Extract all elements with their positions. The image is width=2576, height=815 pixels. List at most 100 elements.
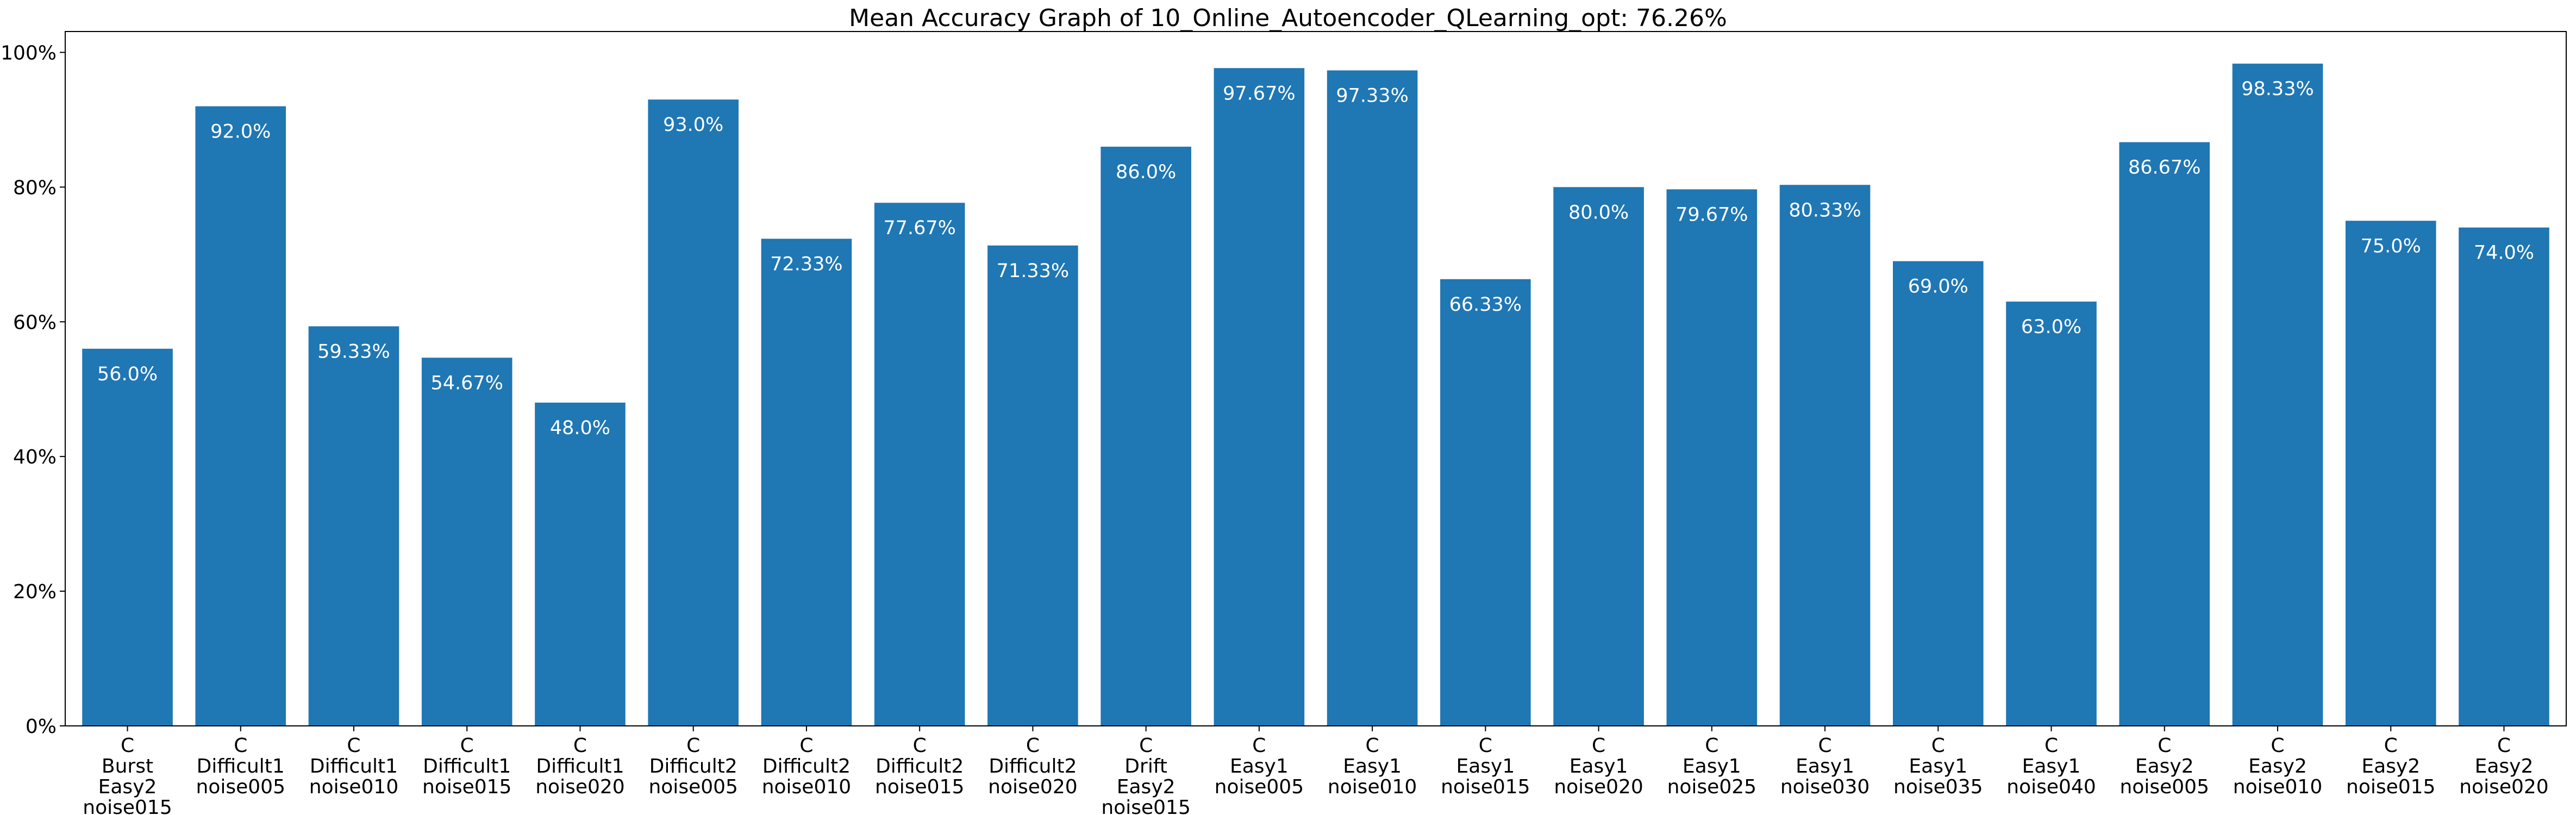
x-tick-label-line: C: [799, 735, 813, 757]
bar-value-label: 48.0%: [550, 417, 610, 439]
bar: [1440, 279, 1531, 726]
bar-value-label: 80.0%: [1568, 202, 1629, 223]
bar: [535, 403, 626, 726]
x-tick-label: C Difficult1 noise015: [422, 735, 511, 798]
x-tick-label-line: Easy1: [1909, 755, 1967, 778]
x-tick-label: C Difficult2 noise005: [648, 735, 737, 798]
x-tick-label: C Easy2 noise020: [2459, 735, 2548, 798]
x-tick-label-line: noise040: [2006, 776, 2096, 798]
bar: [2006, 302, 2097, 726]
x-tick-label-line: C: [913, 735, 927, 757]
x-tick-label: C Easy2 noise005: [2120, 735, 2209, 798]
bar-value-label: 80.33%: [1789, 199, 1861, 221]
x-tick-label-line: C: [1479, 735, 1492, 757]
bar: [987, 245, 1078, 726]
x-tick-label-line: C: [347, 735, 360, 757]
x-tick-label-line: Difficult2: [762, 755, 851, 778]
x-tick-label-line: noise035: [1893, 776, 1983, 798]
x-tick-label: C Easy1 noise035: [1893, 735, 1983, 798]
x-tick-label-line: C: [1366, 735, 1379, 757]
x-tick-label: C Difficult1 noise010: [309, 735, 398, 798]
x-tick-label-line: noise005: [1215, 776, 1304, 798]
y-axis: 0% 20% 40% 60% 80% 100%: [1, 42, 65, 738]
x-tick-label-line: Easy2: [2135, 755, 2194, 778]
bar: [1666, 189, 1758, 726]
x-tick-label-line: noise015: [2346, 776, 2435, 798]
bar-value-label: 92.0%: [210, 121, 271, 143]
x-tick-label: C Difficult2 noise010: [762, 735, 851, 798]
bar: [1214, 68, 1305, 726]
y-tick-label: 40%: [13, 446, 57, 468]
x-tick-label-line: noise015: [1101, 797, 1190, 815]
x-tick-label: C Easy2 noise010: [2233, 735, 2322, 798]
x-tick-label-line: noise010: [1328, 776, 1417, 798]
x-tick-label: C Easy1 noise015: [1441, 735, 1530, 798]
bar: [1327, 70, 1418, 726]
x-tick-label-line: Drift: [1124, 755, 1167, 778]
x-tick-label-line: C: [686, 735, 700, 757]
x-tick-label-line: C: [1705, 735, 1718, 757]
x-tick-label-line: Difficult2: [649, 755, 737, 778]
x-tick-label-line: Easy2: [2361, 755, 2420, 778]
x-tick-label-line: Difficult2: [876, 755, 964, 778]
x-tick-label-line: noise020: [2459, 776, 2548, 798]
x-tick-label: C Difficult2 noise020: [988, 735, 1077, 798]
x-tick-label-line: noise015: [875, 776, 964, 798]
y-tick-label: 100%: [1, 42, 57, 64]
bar-value-label: 59.33%: [317, 341, 390, 363]
bar-value-label: 97.33%: [1336, 85, 1408, 107]
x-tick-label: C Drift Easy2 noise015: [1101, 735, 1190, 815]
bar: [2345, 221, 2436, 726]
bar-value-label: 66.33%: [1449, 294, 1522, 316]
x-tick-label-line: Easy1: [1456, 755, 1515, 778]
x-tick-label-line: Difficult1: [536, 755, 624, 778]
x-tick-label-line: noise005: [2120, 776, 2209, 798]
x-tick-label-line: noise020: [535, 776, 624, 798]
bar: [195, 106, 286, 726]
x-tick-label-line: C: [121, 735, 134, 757]
x-tick-label-line: C: [1592, 735, 1605, 757]
bar-value-label: 72.33%: [770, 253, 842, 275]
bar-value-label: 54.67%: [431, 372, 503, 394]
bar: [2459, 227, 2549, 726]
x-tick-label-line: C: [460, 735, 474, 757]
x-tick-label-line: Easy2: [98, 776, 157, 798]
x-tick-label-line: Easy1: [1343, 755, 1402, 778]
x-tick-label-line: Difficult1: [197, 755, 285, 778]
x-tick-label-line: noise005: [648, 776, 737, 798]
x-tick-label: C Easy1 noise005: [1215, 735, 1304, 798]
bar-value-label: 69.0%: [1908, 276, 1968, 298]
bar: [1893, 261, 1984, 726]
plot-frame: [65, 31, 2567, 726]
x-tick-label-line: C: [2497, 735, 2511, 757]
x-tick-label-line: Difficult1: [310, 755, 398, 778]
x-tick-label-line: C: [1931, 735, 1945, 757]
x-tick-label-line: Easy2: [2475, 755, 2534, 778]
bar-value-label: 71.33%: [997, 260, 1069, 282]
bar-value-label: 56.0%: [97, 363, 158, 385]
bar-value-label: 86.0%: [1116, 161, 1176, 183]
x-tick-label-line: C: [2044, 735, 2058, 757]
bar-value-label: 63.0%: [2021, 316, 2081, 338]
x-tick-label-line: Easy2: [1117, 776, 1176, 798]
bar: [1553, 187, 1644, 726]
x-tick-label-line: C: [2271, 735, 2284, 757]
x-tick-label-line: Easy1: [1570, 755, 1628, 778]
x-tick-label: C Easy1 noise040: [2006, 735, 2096, 798]
bar-labels-layer: 56.0% 92.0% 59.33% 54.67% 48.0% 93.0% 72.33% 77…: [97, 78, 2534, 439]
bar: [82, 348, 173, 726]
x-tick-label-line: C: [1818, 735, 1831, 757]
bar-value-label: 74.0%: [2474, 242, 2534, 264]
x-tick-label: C Easy1 noise020: [1554, 735, 1643, 798]
x-tick-label-line: noise030: [1780, 776, 1870, 798]
x-tick-label-line: Easy1: [1230, 755, 1289, 778]
x-tick-label-line: Easy2: [2248, 755, 2307, 778]
x-tick-label-line: noise010: [2233, 776, 2322, 798]
chart-title: Mean Accuracy Graph of 10_Online_Autoenc…: [849, 4, 1727, 32]
bar-value-label: 77.67%: [883, 217, 955, 239]
x-tick-label-line: Difficult1: [423, 755, 511, 778]
x-tick-label-line: noise015: [1441, 776, 1530, 798]
y-tick-label: 0%: [26, 716, 57, 738]
x-tick-label: C Easy2 noise015: [2346, 735, 2435, 798]
